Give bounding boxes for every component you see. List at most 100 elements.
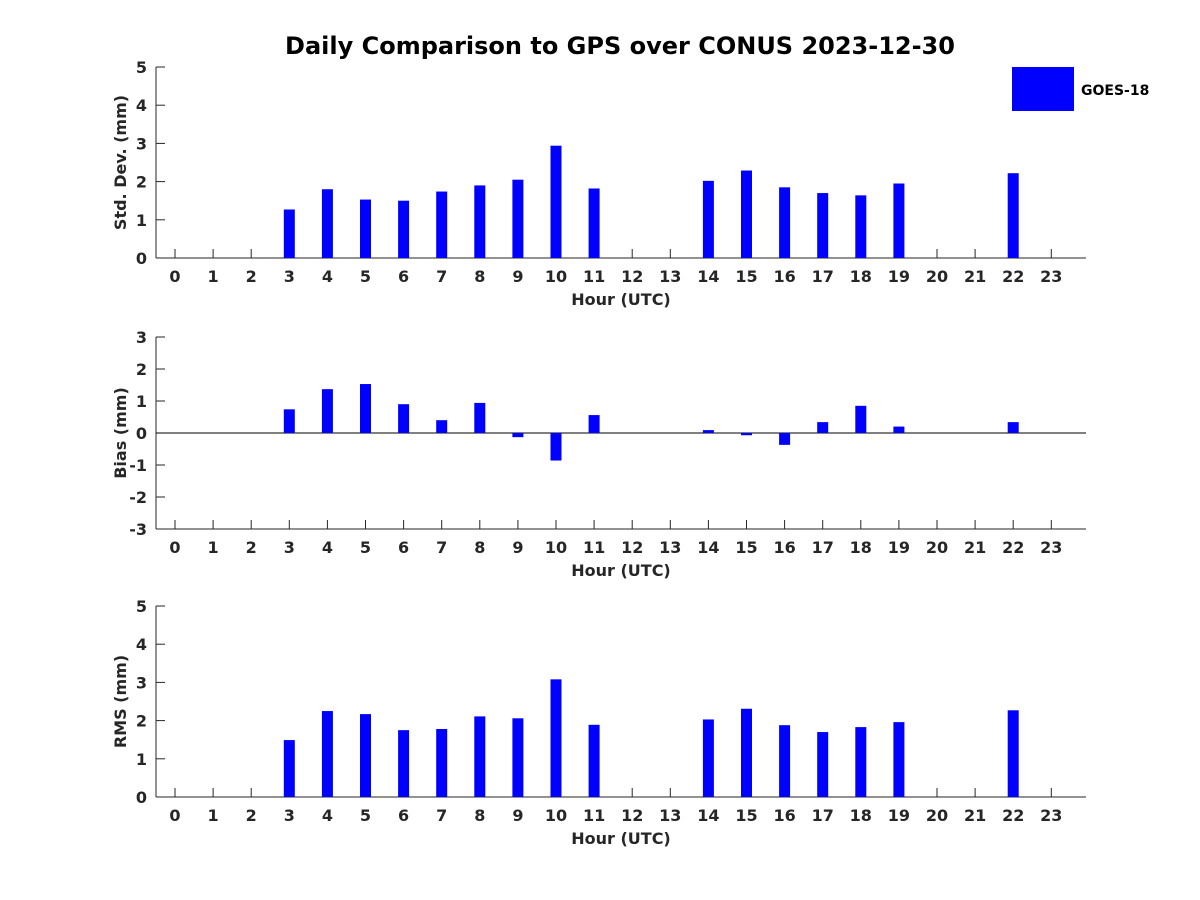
std-dev-bar: [321, 189, 333, 258]
bias-y-tick-label: -1: [129, 456, 147, 475]
rms-x-tick-label: 5: [360, 806, 371, 825]
bias-bar: [512, 433, 524, 438]
std-dev-bar: [817, 193, 829, 258]
rms-y-tick-label: 4: [136, 635, 147, 654]
bias-x-tick-label: 23: [1040, 538, 1062, 557]
bias-x-tick-label: 11: [583, 538, 605, 557]
bias-bar: [474, 402, 486, 433]
bias-x-tick-label: 4: [322, 538, 333, 557]
rms-x-tick-label: 20: [926, 806, 948, 825]
bias-bar: [321, 389, 333, 433]
rms-y-tick-label: 0: [136, 788, 147, 807]
rms-bar: [817, 732, 829, 797]
std-dev-bar: [474, 185, 486, 258]
std-dev-bar: [779, 187, 791, 258]
bias-x-tick-label: 6: [398, 538, 409, 557]
rms-x-tick-label: 1: [208, 806, 219, 825]
rms-x-tick-label: 13: [659, 806, 681, 825]
std-dev-x-tick-label: 19: [888, 267, 910, 286]
rms-bar: [436, 729, 448, 797]
bias-x-axis-label: Hour (UTC): [571, 561, 671, 580]
rms-x-tick-label: 17: [812, 806, 834, 825]
rms-bar: [550, 679, 562, 797]
bias-x-tick-label: 20: [926, 538, 948, 557]
bias-x-tick-label: 19: [888, 538, 910, 557]
rms-y-tick-label: 3: [136, 673, 147, 692]
rms-x-tick-label: 22: [1002, 806, 1024, 825]
rms-bar: [741, 708, 752, 797]
chart-title: Daily Comparison to GPS over CONUS 2023-…: [285, 32, 955, 60]
std-dev-bar: [702, 180, 714, 258]
std-dev-bar: [741, 170, 752, 258]
rms-bar: [779, 725, 791, 797]
rms-x-tick-label: 10: [545, 806, 567, 825]
std-dev-y-tick-label: 2: [136, 173, 147, 192]
rms-x-tick-label: 9: [512, 806, 523, 825]
rms-x-tick-label: 23: [1040, 806, 1062, 825]
rms-x-tick-label: 14: [697, 806, 719, 825]
std-dev-x-tick-label: 5: [360, 267, 371, 286]
rms-x-tick-label: 18: [850, 806, 872, 825]
bias-bar: [283, 409, 295, 433]
bias-x-tick-label: 5: [360, 538, 371, 557]
bias-x-tick-label: 16: [773, 538, 795, 557]
std-dev-x-tick-label: 21: [964, 267, 986, 286]
rms-bar: [588, 724, 600, 797]
std-dev-x-tick-label: 23: [1040, 267, 1062, 286]
std-dev-x-tick-label: 1: [208, 267, 219, 286]
std-dev-bar: [360, 199, 371, 258]
std-dev-bar: [512, 179, 524, 258]
bias-x-tick-label: 2: [246, 538, 257, 557]
std-dev-x-tick-label: 0: [169, 267, 180, 286]
rms-bar: [1007, 710, 1019, 797]
bias-y-tick-label: 2: [136, 360, 147, 379]
std-dev-x-tick-label: 20: [926, 267, 948, 286]
rms-bar: [702, 719, 714, 797]
bias-x-tick-label: 22: [1002, 538, 1024, 557]
std-dev-y-tick-label: 1: [136, 211, 147, 230]
std-dev-x-tick-label: 15: [735, 267, 757, 286]
bias-bar: [588, 415, 600, 433]
std-dev-bar: [588, 188, 600, 258]
std-dev-x-tick-label: 4: [322, 267, 333, 286]
rms-x-tick-label: 11: [583, 806, 605, 825]
bias-x-tick-label: 14: [697, 538, 719, 557]
bias-y-tick-label: 1: [136, 392, 147, 411]
std-dev-y-tick-label: 4: [136, 96, 147, 115]
bias-bar: [702, 430, 714, 433]
rms-bar: [855, 727, 867, 797]
legend: GOES-18: [1012, 67, 1149, 111]
rms-y-tick-label: 5: [136, 597, 147, 616]
std-dev-x-tick-label: 12: [621, 267, 643, 286]
bias-bar: [1007, 422, 1019, 433]
std-dev-x-tick-label: 11: [583, 267, 605, 286]
bias-bar: [855, 405, 867, 433]
rms-x-tick-label: 4: [322, 806, 333, 825]
bias-x-tick-label: 0: [169, 538, 180, 557]
std-dev-x-tick-label: 7: [436, 267, 447, 286]
bias-x-tick-label: 10: [545, 538, 567, 557]
std-dev-bar: [1007, 173, 1019, 258]
std-dev-bar: [550, 145, 562, 258]
std-dev-x-tick-label: 17: [812, 267, 834, 286]
rms-x-tick-label: 16: [773, 806, 795, 825]
std-dev-bar: [283, 209, 295, 258]
bias-y-tick-label: -3: [129, 520, 147, 539]
bias-bar: [550, 433, 562, 461]
rms-x-axis-label: Hour (UTC): [571, 829, 671, 848]
bias-x-tick-label: 3: [284, 538, 295, 557]
bias-bar: [398, 404, 410, 433]
rms-x-tick-label: 6: [398, 806, 409, 825]
rms-x-tick-label: 8: [474, 806, 485, 825]
std-dev-x-tick-label: 2: [246, 267, 257, 286]
std-dev-y-tick-label: 3: [136, 134, 147, 153]
rms-x-tick-label: 12: [621, 806, 643, 825]
rms-bar: [283, 740, 295, 797]
rms-bar: [474, 716, 486, 797]
std-dev-x-tick-label: 22: [1002, 267, 1024, 286]
bias-y-tick-label: 0: [136, 424, 147, 443]
